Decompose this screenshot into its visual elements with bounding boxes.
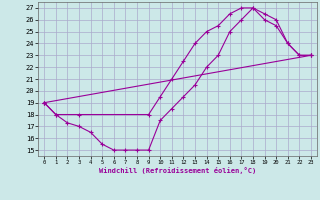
X-axis label: Windchill (Refroidissement éolien,°C): Windchill (Refroidissement éolien,°C): [99, 167, 256, 174]
